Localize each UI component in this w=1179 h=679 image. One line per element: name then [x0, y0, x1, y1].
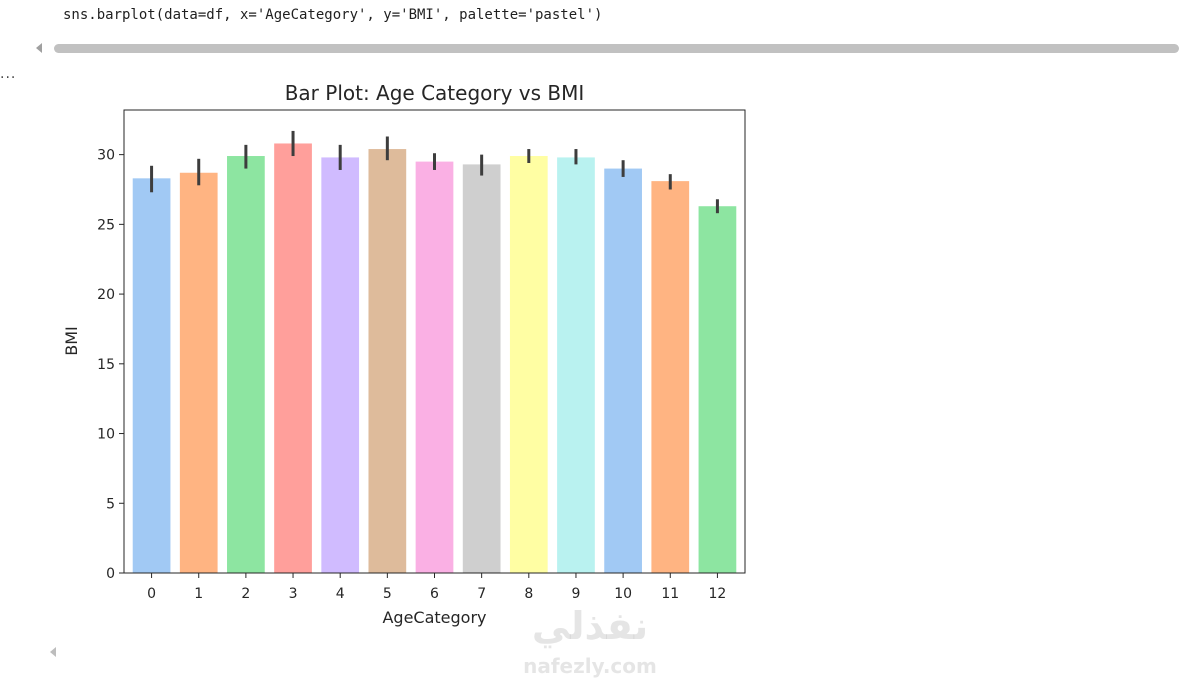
bar-8 — [509, 156, 548, 573]
output-collapse-marker[interactable]: ... — [0, 66, 17, 82]
y-tick-label-20: 20 — [97, 287, 115, 303]
x-tick-label-2: 2 — [241, 586, 250, 602]
watermark: نفذلي nafezly.com — [510, 604, 670, 679]
y-tick-label-15: 15 — [97, 357, 115, 373]
bar-5 — [368, 149, 407, 573]
x-tick-label-0: 0 — [147, 586, 156, 602]
x-tick-label-7: 7 — [477, 586, 486, 602]
watermark-latin: nafezly.com — [523, 654, 657, 678]
bar-12 — [698, 206, 737, 574]
bar-9 — [557, 157, 595, 574]
x-tick-label-6: 6 — [430, 586, 439, 602]
x-tick-label-11: 11 — [661, 586, 679, 602]
chart-title: Bar Plot: Age Category vs BMI — [285, 81, 585, 105]
y-tick-label-30: 30 — [97, 148, 115, 164]
x-tick-label-8: 8 — [524, 586, 533, 602]
bar-6 — [415, 161, 454, 573]
scroll-left-arrow-bottom-icon[interactable] — [50, 647, 56, 657]
bar-11 — [651, 181, 690, 574]
x-tick-label-4: 4 — [336, 586, 345, 602]
x-tick-label-5: 5 — [383, 586, 392, 602]
bar-0 — [132, 178, 171, 573]
x-tick-label-1: 1 — [194, 586, 203, 602]
x-tick-label-10: 10 — [614, 586, 632, 602]
scroll-left-arrow-icon[interactable] — [36, 43, 42, 53]
x-tick-label-12: 12 — [709, 586, 727, 602]
horizontal-scrollbar[interactable] — [36, 42, 1179, 56]
y-tick-label-25: 25 — [97, 217, 115, 233]
code-cell-input[interactable]: sns.barplot(data=df, x='AgeCategory', y=… — [63, 7, 603, 23]
scroll-thumb[interactable] — [54, 44, 1179, 53]
bar-1 — [179, 172, 218, 573]
x-tick-label-9: 9 — [572, 586, 581, 602]
x-axis-label: AgeCategory — [382, 608, 486, 627]
x-tick-label-3: 3 — [289, 586, 298, 602]
y-tick-label-10: 10 — [97, 427, 115, 443]
watermark-arabic: نفذلي — [531, 604, 649, 648]
bar-3 — [274, 143, 312, 573]
bar-7 — [462, 164, 501, 573]
y-tick-label-5: 5 — [106, 496, 115, 512]
y-axis-label: BMI — [62, 326, 81, 356]
bar-4 — [321, 157, 360, 574]
plot-frame — [123, 109, 746, 574]
bar-10 — [604, 168, 642, 573]
y-tick-label-0: 0 — [106, 566, 115, 582]
bar-2 — [227, 156, 265, 573]
